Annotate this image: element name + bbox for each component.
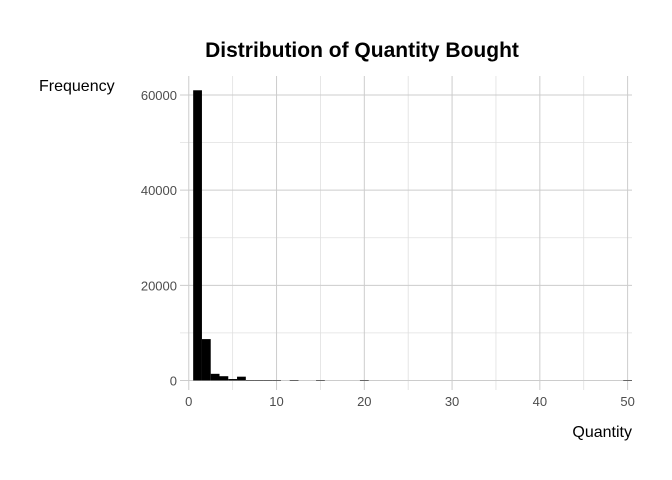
plot-grid: [180, 76, 632, 390]
y-tick-label: 40000: [141, 183, 177, 198]
y-axis-label: Frequency: [39, 78, 115, 95]
y-tick-label: 0: [170, 373, 177, 388]
histogram-bar: [254, 380, 264, 381]
y-tick-label: 20000: [141, 278, 177, 293]
x-axis-ticks: 0 10 20 30 40 50: [185, 394, 635, 409]
histogram-bar: [289, 380, 299, 381]
histogram-bar: [272, 380, 281, 381]
histogram-bars: [193, 90, 632, 381]
histogram-bar: [219, 376, 229, 381]
histogram-bar: [359, 380, 369, 381]
x-tick-label: 20: [357, 394, 371, 409]
histogram-bar: [263, 380, 273, 381]
histogram-bar: [623, 380, 632, 381]
y-axis-ticks: 0 20000 40000 60000: [141, 88, 177, 388]
x-tick-label: 10: [269, 394, 283, 409]
x-tick-label: 50: [620, 394, 634, 409]
chart-title: Distribution of Quantity Bought: [205, 39, 519, 62]
histogram-bar: [210, 373, 220, 381]
histogram-bar: [237, 376, 246, 381]
histogram-bar: [228, 379, 238, 381]
x-tick-label: 40: [533, 394, 547, 409]
histogram-bar: [316, 380, 325, 381]
histogram-bar: [193, 90, 202, 381]
x-tick-label: 0: [185, 394, 192, 409]
x-axis-label: Quantity: [572, 424, 632, 441]
histogram-bar: [245, 380, 255, 381]
x-tick-label: 30: [445, 394, 459, 409]
y-tick-label: 60000: [141, 88, 177, 103]
histogram-bar: [201, 339, 211, 381]
